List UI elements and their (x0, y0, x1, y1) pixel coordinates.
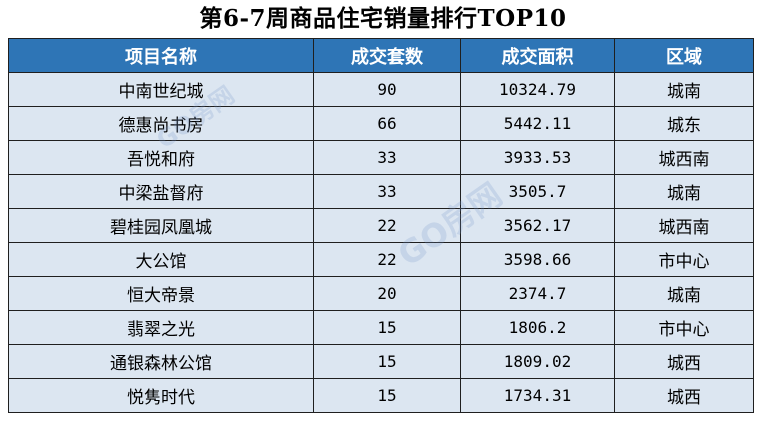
cell-project-name: 中梁盐督府 (8, 174, 314, 209)
cell-area: 3505.7 (460, 174, 615, 209)
header-area-sold: 成交面积 (460, 38, 615, 73)
cell-project-name: 悦隽时代 (8, 378, 314, 413)
cell-units: 22 (313, 242, 461, 277)
cell-district: 城南 (614, 276, 754, 311)
cell-units: 22 (313, 208, 461, 243)
cell-area: 10324.79 (460, 72, 615, 107)
table-row: 中南世纪城 90 10324.79 城南 (8, 72, 754, 107)
cell-area: 5442.11 (460, 106, 615, 141)
cell-district: 市中心 (614, 310, 754, 345)
cell-area: 2374.7 (460, 276, 615, 311)
table-row: 通银森林公馆 15 1809.02 城西 (8, 344, 754, 379)
cell-units: 15 (313, 344, 461, 379)
cell-units: 33 (313, 140, 461, 175)
cell-district: 城南 (614, 174, 754, 209)
table-row: 中梁盐督府 33 3505.7 城南 (8, 174, 754, 209)
cell-area: 1734.31 (460, 378, 615, 413)
cell-project-name: 翡翠之光 (8, 310, 314, 345)
cell-units: 15 (313, 310, 461, 345)
table-row: 悦隽时代 15 1734.31 城西 (8, 378, 754, 413)
table-row: 大公馆 22 3598.66 市中心 (8, 242, 754, 277)
cell-district: 城西 (614, 344, 754, 379)
header-units-sold: 成交套数 (313, 38, 461, 73)
table-header-row: 项目名称 成交套数 成交面积 区域 (8, 38, 754, 73)
table-row: 吾悦和府 33 3933.53 城西南 (8, 140, 754, 175)
cell-district: 城西南 (614, 208, 754, 243)
cell-area: 1809.02 (460, 344, 615, 379)
table-row: 恒大帝景 20 2374.7 城南 (8, 276, 754, 311)
cell-district: 城南 (614, 72, 754, 107)
cell-project-name: 碧桂园凤凰城 (8, 208, 314, 243)
table-row: 碧桂园凤凰城 22 3562.17 城西南 (8, 208, 754, 243)
table-row: 德惠尚书房 66 5442.11 城东 (8, 106, 754, 141)
cell-project-name: 德惠尚书房 (8, 106, 314, 141)
cell-units: 20 (313, 276, 461, 311)
cell-area: 3562.17 (460, 208, 615, 243)
cell-project-name: 大公馆 (8, 242, 314, 277)
cell-district: 城东 (614, 106, 754, 141)
header-district: 区域 (614, 38, 754, 73)
cell-district: 城西 (614, 378, 754, 413)
cell-area: 1806.2 (460, 310, 615, 345)
cell-area: 3933.53 (460, 140, 615, 175)
cell-project-name: 吾悦和府 (8, 140, 314, 175)
cell-district: 城西南 (614, 140, 754, 175)
table-row: 翡翠之光 15 1806.2 市中心 (8, 310, 754, 345)
header-project-name: 项目名称 (8, 38, 314, 73)
page-title: 第6-7周商品住宅销量排行TOP10 (199, 5, 567, 32)
cell-units: 66 (313, 106, 461, 141)
cell-district: 市中心 (614, 242, 754, 277)
cell-project-name: 通银森林公馆 (8, 344, 314, 379)
cell-units: 90 (313, 72, 461, 107)
cell-units: 15 (313, 378, 461, 413)
cell-area: 3598.66 (460, 242, 615, 277)
sales-ranking-table: 项目名称 成交套数 成交面积 区域 中南世纪城 90 10324.79 城南 德… (8, 38, 754, 413)
cell-project-name: 恒大帝景 (8, 276, 314, 311)
cell-units: 33 (313, 174, 461, 209)
cell-project-name: 中南世纪城 (8, 72, 314, 107)
